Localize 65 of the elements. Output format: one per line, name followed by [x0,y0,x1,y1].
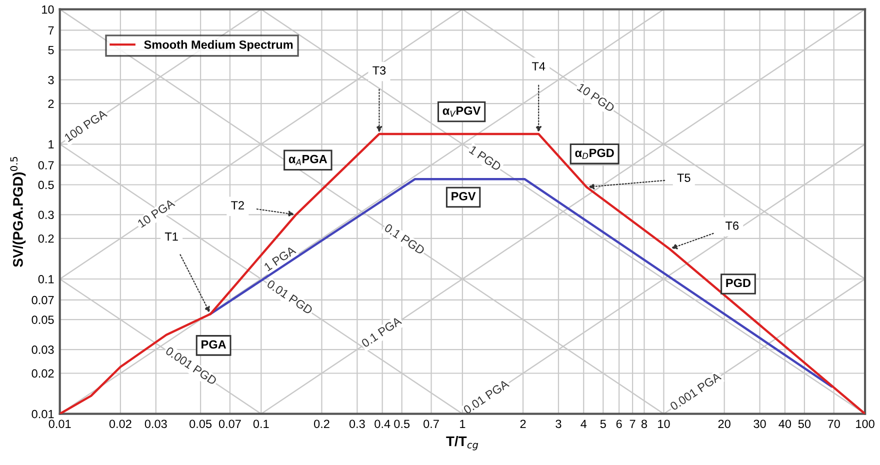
x-tick-label: 7 [630,420,636,428]
y-tick-label: 0.1 [38,275,54,284]
x-tick-label: 0.1 [253,420,269,428]
y-tick-label: 5 [48,46,54,54]
annotation: T2 [231,201,244,210]
x-tick-label: 4 [580,420,587,428]
text: 10 PGD [576,82,616,112]
text: 0.1 PGD [384,223,426,255]
x-tick-label: 0.5 [394,420,410,428]
annotation: PGD [726,278,751,288]
x-tick-label: 0.03 [144,420,167,428]
text: 0.1 PGA [360,316,402,348]
x-tick-label: 0.7 [424,420,439,428]
y-tick-label: 0.5 [38,180,54,190]
x-tick-label: 5 [600,420,606,428]
y-tick-label: 2 [48,100,54,108]
x-tick-label: 2 [520,420,526,428]
x-tick-label: 40 [778,420,792,428]
annotation: PGV [452,192,476,200]
x-tick-label: 100 [856,420,874,428]
x-axis-title: T/T$_{cg}$ [446,436,478,450]
x-tick-label: 8 [641,420,647,428]
x-tick-label: 3 [556,420,562,428]
x-tick-label: 6 [616,420,622,428]
text: 100 PGA [64,108,108,142]
annotation: T6 [726,222,739,230]
text: 1 PGD [468,145,502,172]
y-tick-label: 0.7 [38,161,54,170]
x-tick-label: 20 [718,420,730,428]
x-tick-label: 1 [460,420,466,428]
annotation: α$_{A}$PGA [288,154,328,166]
y-axis-title: SV/(PGA.PGD)$^{0.5}$ [10,156,26,268]
y-tick-label: 0.2 [38,234,54,243]
x-tick-label: 0.02 [109,420,132,428]
text: 1 PGA [264,246,296,272]
x-tick-label: 50 [798,420,811,428]
annotation: PGA [202,340,226,349]
annotation: T4 [532,62,546,70]
y-tick-label: 0.07 [32,296,54,304]
y-tick-label: 0.3 [38,210,54,220]
x-tick-label: 0.2 [314,420,330,428]
y-tick-label: 10 [42,5,54,14]
x-tick-label: 0.07 [218,420,241,428]
y-tick-label: 0.03 [32,346,54,354]
y-tick-label: 0.05 [32,316,54,324]
x-tick-label: 30 [754,420,766,428]
x-tick-label: 0.4 [374,420,390,428]
y-tick-label: 3 [48,76,54,84]
annotation: α$_{D}$PGD [575,148,614,159]
annotation: α$_{V}$PGV [442,106,481,117]
x-tick-label: 10 [658,420,670,428]
x-tick-label: 70 [828,420,840,428]
y-tick-label: 1 [48,140,54,148]
x-tick-label: 0.3 [349,420,365,428]
text: 0.01 PGA [462,379,510,414]
y-tick-label: 0.01 [32,410,54,418]
y-tick-label: 0.02 [32,369,54,378]
y-tick-label: 7 [48,26,54,34]
text: 0.01 PGD [266,279,314,315]
annotation: T3 [372,66,386,75]
annotation: T1 [164,232,178,241]
x-tick-label: 0.05 [190,420,212,428]
annotation: T5 [677,174,690,182]
text: 10 PGA [137,198,176,228]
legend-label: Smooth Medium Spectrum [144,40,293,52]
